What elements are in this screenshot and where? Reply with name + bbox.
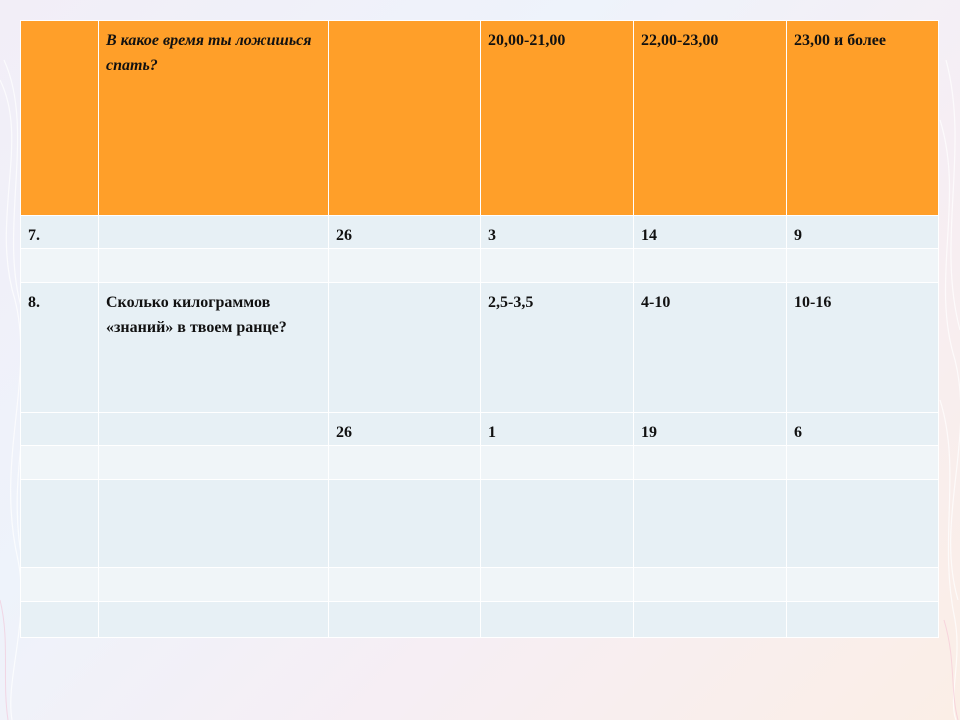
table-cell [786, 601, 939, 638]
table-cell: 9 [786, 215, 939, 249]
table-cell [480, 248, 634, 283]
survey-table: В какое время ты ложишься спать? 20,00-2… [20, 20, 939, 638]
table-cell [480, 479, 634, 568]
table-row [20, 601, 939, 638]
table-cell [633, 445, 787, 480]
table-cell [98, 412, 329, 446]
table-cell: 26 [328, 412, 481, 446]
table-row: 8. Сколько килограммов «знаний» в твоем … [20, 282, 939, 413]
survey-table-container: В какое время ты ложишься спать? 20,00-2… [20, 20, 939, 638]
table-cell: 6 [786, 412, 939, 446]
table-cell [98, 445, 329, 480]
table-row [20, 479, 939, 568]
table-cell [328, 248, 481, 283]
table-cell [328, 445, 481, 480]
table-cell [328, 479, 481, 568]
table-cell [633, 248, 787, 283]
table-cell [20, 445, 99, 480]
table-cell [328, 567, 481, 602]
table-cell [20, 601, 99, 638]
table-cell [786, 567, 939, 602]
table-cell: 7. [20, 215, 99, 249]
table-row: 7. 26 3 14 9 [20, 215, 939, 249]
table-cell: 26 [328, 215, 481, 249]
table-cell: 1 [480, 412, 634, 446]
table-cell [786, 479, 939, 568]
table-cell [20, 412, 99, 446]
table-cell: 2,5-3,5 [480, 282, 634, 413]
table-row: 26 1 19 6 [20, 412, 939, 446]
table-cell: 8. [20, 282, 99, 413]
table-cell [786, 248, 939, 283]
table-cell [480, 445, 634, 480]
table-cell [633, 567, 787, 602]
table-header-row: В какое время ты ложишься спать? 20,00-2… [20, 20, 939, 216]
table-cell: 4-10 [633, 282, 787, 413]
table-cell [633, 601, 787, 638]
table-cell [480, 601, 634, 638]
header-cell-total [328, 20, 481, 216]
table-cell [98, 215, 329, 249]
table-cell: 19 [633, 412, 787, 446]
header-cell-number [20, 20, 99, 216]
table-cell [480, 567, 634, 602]
table-cell [98, 479, 329, 568]
table-cell [20, 248, 99, 283]
table-cell [20, 479, 99, 568]
table-cell [633, 479, 787, 568]
header-cell-option-1: 20,00-21,00 [480, 20, 634, 216]
header-cell-question: В какое время ты ложишься спать? [98, 20, 329, 216]
table-cell [328, 601, 481, 638]
table-cell: Сколько килограммов «знаний» в твоем ран… [98, 282, 329, 413]
table-cell: 10-16 [786, 282, 939, 413]
table-cell [98, 248, 329, 283]
table-row [20, 567, 939, 602]
table-cell [98, 567, 329, 602]
table-cell [98, 601, 329, 638]
table-cell [786, 445, 939, 480]
table-cell: 14 [633, 215, 787, 249]
table-row [20, 445, 939, 480]
table-row [20, 248, 939, 283]
table-cell [20, 567, 99, 602]
header-cell-option-2: 22,00-23,00 [633, 20, 787, 216]
header-cell-option-3: 23,00 и более [786, 20, 939, 216]
table-cell: 3 [480, 215, 634, 249]
table-cell [328, 282, 481, 413]
